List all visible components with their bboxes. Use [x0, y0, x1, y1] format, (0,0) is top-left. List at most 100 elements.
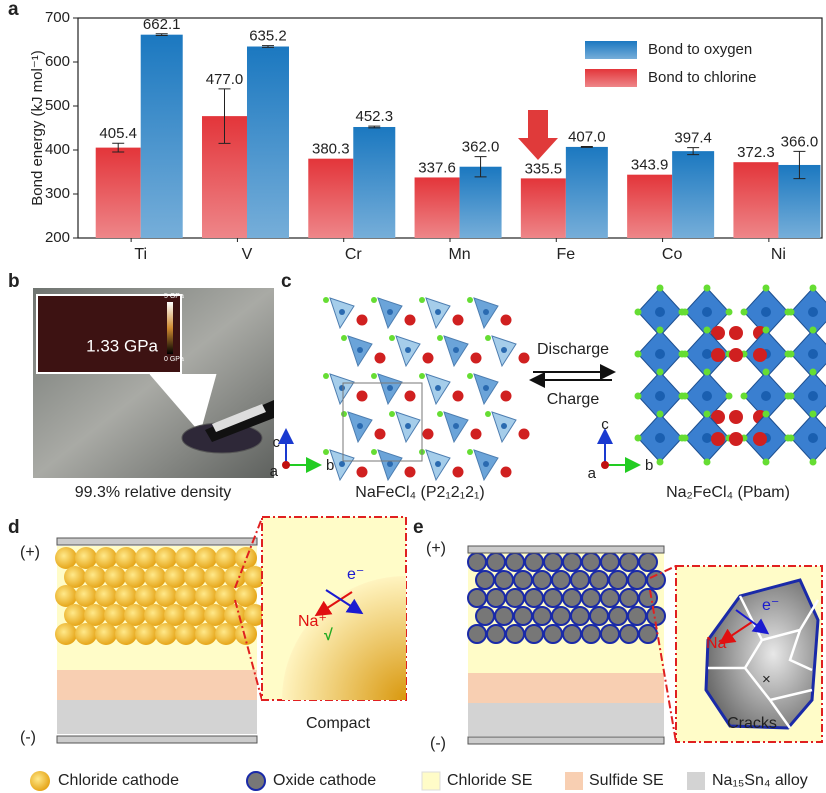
zoom-line	[234, 517, 263, 701]
check-mark: √	[324, 627, 333, 644]
cathode-particle	[619, 552, 639, 572]
fe-atom	[483, 309, 489, 315]
bar	[353, 126, 396, 238]
cl-atom	[703, 410, 711, 418]
na-atom	[711, 410, 725, 424]
na-atom	[753, 432, 767, 446]
cathode-particle	[155, 623, 177, 645]
value-label: 397.4	[674, 130, 712, 147]
cl-atom	[681, 434, 689, 442]
na-atom	[374, 428, 386, 440]
cl-atom	[634, 308, 642, 316]
panel-label: b	[8, 271, 20, 292]
caption: Compact	[306, 715, 371, 732]
value-label: 372.3	[737, 144, 775, 161]
cathode-particle	[75, 547, 97, 569]
na-atom	[356, 390, 368, 402]
cl-atom	[681, 308, 689, 316]
fe-atom	[655, 391, 665, 401]
caption: Cracks	[727, 715, 777, 732]
na-atom	[711, 326, 725, 340]
current-collector	[56, 537, 258, 546]
caption: Na₂FeCl₄ (Pbam)	[666, 484, 790, 501]
cl-atom	[634, 434, 642, 442]
alloy	[468, 703, 664, 736]
shape	[601, 461, 609, 469]
cathode-particle	[155, 585, 177, 607]
value-label: 380.3	[312, 141, 350, 158]
na-atom	[470, 428, 482, 440]
colorbar	[167, 302, 173, 354]
shape	[687, 772, 705, 790]
cathode-particle	[562, 624, 582, 644]
error-bar	[218, 88, 231, 144]
cathode-particle	[646, 570, 666, 590]
legend-label: Sulfide SE	[589, 772, 664, 789]
cathode-particle	[104, 604, 126, 626]
cl-atom	[371, 449, 377, 455]
na-atom	[470, 352, 482, 364]
na-atom	[422, 352, 434, 364]
cathode-particle	[543, 552, 563, 572]
cathode-particle	[600, 588, 620, 608]
fe-atom	[405, 347, 411, 353]
error-bar	[580, 145, 593, 148]
bar	[308, 158, 354, 238]
current-collector	[56, 735, 258, 744]
cathode-particle	[235, 547, 257, 569]
na-atom	[500, 314, 512, 326]
cathode-particle	[155, 547, 177, 569]
cathode-particle	[124, 566, 146, 588]
fe-atom	[702, 433, 712, 443]
cl-atom	[703, 284, 711, 292]
cl-atom	[419, 373, 425, 379]
inset-map	[36, 294, 182, 374]
x-tick-label: V	[242, 246, 253, 263]
cl-atom	[341, 335, 347, 341]
label: a	[588, 465, 597, 482]
na-atom	[356, 314, 368, 326]
cracks	[708, 595, 820, 729]
cl-atom	[762, 368, 770, 376]
na-atom	[422, 428, 434, 440]
sulfide-se	[57, 670, 257, 700]
cl-atom	[703, 458, 711, 466]
bar	[459, 166, 502, 238]
cathode-particle	[175, 547, 197, 569]
cathode-particle	[195, 547, 217, 569]
cathode-particle	[215, 585, 237, 607]
ion-label: Na⁺	[298, 613, 327, 630]
error-bar	[112, 142, 125, 153]
cathode-particle	[55, 623, 77, 645]
na-atom	[452, 314, 464, 326]
fe-atom	[405, 423, 411, 429]
cathode-particle	[589, 606, 609, 626]
cl-atom	[485, 411, 491, 417]
caption: 99.3% relative density	[75, 484, 232, 501]
fe-atom	[357, 347, 363, 353]
cl-atom	[809, 458, 817, 466]
cathode-particle	[486, 588, 506, 608]
cathode-particle	[204, 566, 226, 588]
error-bar	[261, 45, 274, 48]
oxide-cathode-layer	[467, 552, 666, 644]
na-atom	[729, 432, 743, 446]
cathode-particle	[204, 604, 226, 626]
label: c	[601, 416, 609, 433]
ion-arrow	[314, 591, 353, 617]
chloride-cathode-layer	[55, 547, 266, 645]
na-atom	[356, 466, 368, 478]
value-label: 337.6	[418, 159, 456, 176]
value-label: 366.0	[781, 133, 819, 150]
fe-atom	[453, 347, 459, 353]
panel-label: d	[8, 517, 20, 538]
cathode-particle	[551, 606, 571, 626]
electrode-sign: (+)	[426, 540, 446, 557]
na-atom	[729, 410, 743, 424]
cathode-particle	[95, 585, 117, 607]
cathode-particle	[467, 552, 487, 572]
cl-atom	[787, 434, 795, 442]
fe-atom	[761, 391, 771, 401]
bar	[95, 147, 141, 238]
